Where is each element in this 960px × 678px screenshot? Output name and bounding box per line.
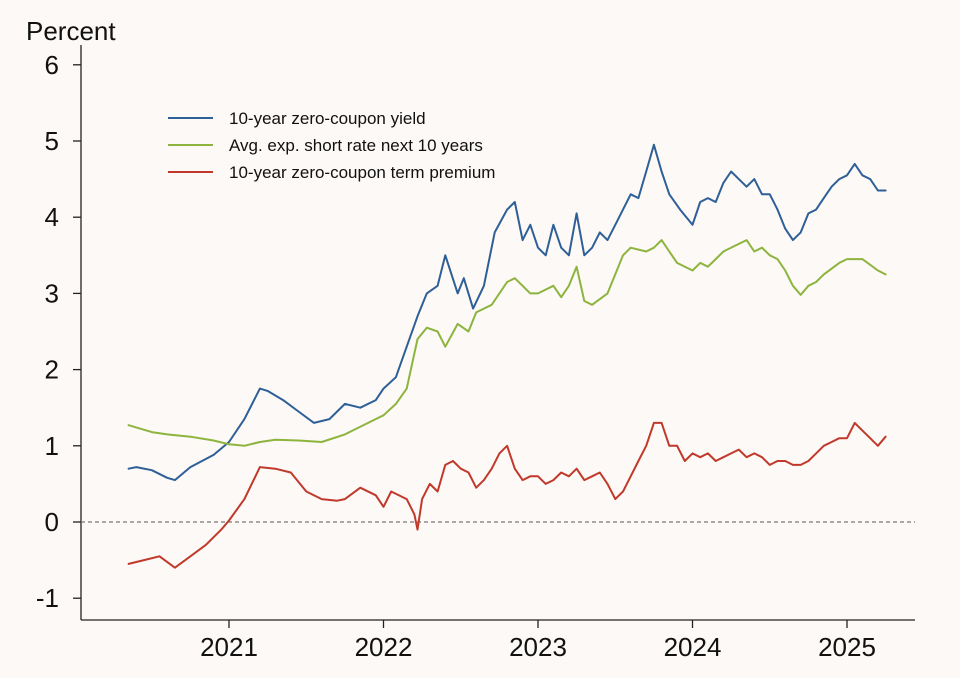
- legend-label: Avg. exp. short rate next 10 years: [229, 136, 483, 155]
- y-unit-label: Percent: [26, 16, 116, 46]
- legend-label: 10-year zero-coupon term premium: [229, 163, 495, 182]
- x-tick-label: 2021: [200, 632, 258, 662]
- x-tick-label: 2023: [509, 632, 567, 662]
- y-tick-label: 2: [45, 355, 59, 385]
- y-tick-label: 6: [45, 50, 59, 80]
- series-line-avg-exp-short-rate-next-10-years: [127, 239, 887, 447]
- x-tick-label: 2022: [355, 632, 413, 662]
- legend: 10-year zero-coupon yield Avg. exp. short…: [168, 109, 495, 182]
- series-line-10-year-zero-coupon-term-premium: [127, 421, 887, 569]
- y-axis-ticks: 6 5 4 3 2 1 0 -1: [36, 50, 81, 613]
- series-line-10-year-zero-coupon-yield: [127, 143, 887, 482]
- series-layer: [127, 143, 887, 569]
- legend-label: 10-year zero-coupon yield: [229, 109, 426, 128]
- y-tick-label: 1: [45, 431, 59, 461]
- x-tick-label: 2025: [818, 632, 876, 662]
- x-axis-ticks: 2021 2022 2023 2024 2025: [200, 620, 876, 662]
- y-tick-label: 0: [45, 507, 59, 537]
- y-tick-label: -1: [36, 583, 59, 613]
- y-tick-label: 3: [45, 278, 59, 308]
- y-tick-label: 5: [45, 126, 59, 156]
- y-tick-label: 4: [45, 202, 59, 232]
- x-tick-label: 2024: [664, 632, 722, 662]
